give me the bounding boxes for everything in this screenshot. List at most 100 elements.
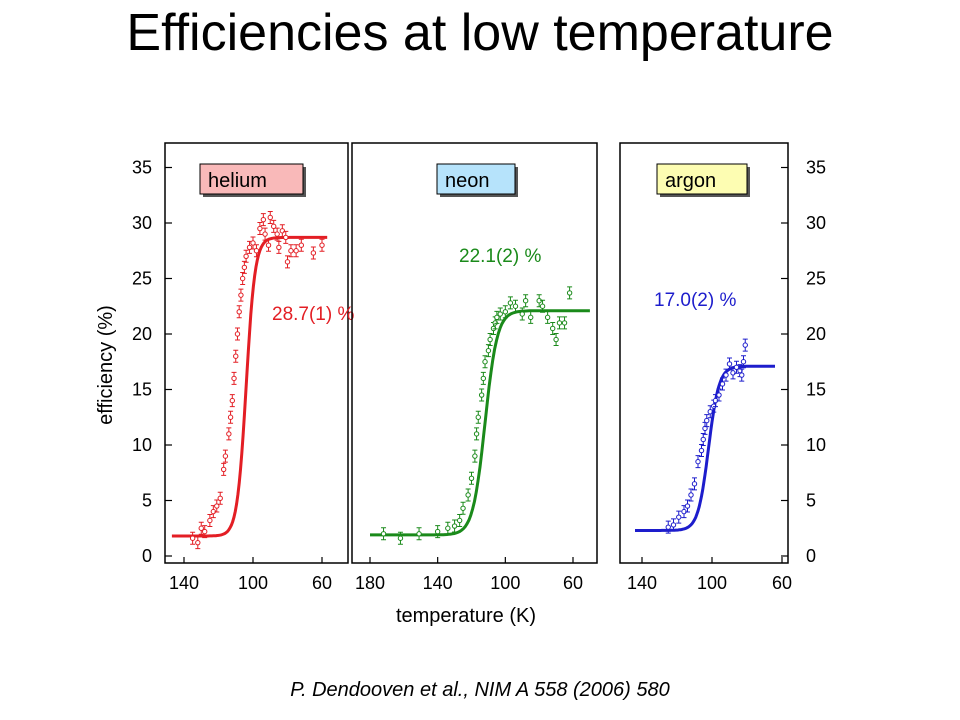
data-point-neon-0 bbox=[380, 531, 387, 537]
data-point-argon-5 bbox=[688, 492, 694, 498]
x-tick-label-neon-180: 180 bbox=[355, 573, 385, 593]
data-point-helium-28 bbox=[267, 214, 273, 221]
data-point-helium-3 bbox=[202, 528, 208, 535]
data-point-helium-10 bbox=[226, 431, 232, 437]
data-point-argon-20 bbox=[733, 364, 740, 370]
data-point-helium-30 bbox=[274, 231, 280, 237]
y-tick-label-left-20: 20 bbox=[132, 324, 152, 344]
data-point-argon-6 bbox=[691, 481, 698, 487]
data-point-helium-18 bbox=[239, 275, 246, 282]
data-point-argon-17 bbox=[723, 372, 729, 378]
data-point-argon-2 bbox=[676, 514, 682, 520]
y-tick-label-left-15: 15 bbox=[132, 380, 152, 400]
data-point-helium-27 bbox=[265, 242, 272, 248]
panel-frame-helium bbox=[164, 142, 349, 564]
legend-box-argon bbox=[656, 163, 748, 195]
legend-box-neon bbox=[436, 163, 516, 195]
data-point-argon-18 bbox=[726, 361, 733, 367]
data-point-neon-27 bbox=[528, 314, 534, 321]
legend-label-helium: helium bbox=[208, 170, 267, 192]
data-point-helium-23 bbox=[253, 248, 260, 254]
data-point-helium-16 bbox=[236, 309, 242, 315]
fit-curve-argon bbox=[635, 364, 775, 532]
data-point-helium-12 bbox=[229, 397, 236, 404]
y-tick-label-left-25: 25 bbox=[132, 269, 152, 289]
data-point-neon-13 bbox=[478, 392, 485, 398]
y-tick-label-right-15: 15 bbox=[806, 380, 826, 400]
data-point-neon-4 bbox=[445, 525, 451, 531]
x-tick-label-argon-100: 100 bbox=[697, 573, 727, 593]
legend-box-helium bbox=[199, 163, 304, 195]
data-point-helium-31 bbox=[276, 244, 282, 251]
data-point-helium-14 bbox=[233, 353, 239, 359]
x-axis-title: temperature (K) bbox=[396, 605, 536, 627]
data-point-argon-8 bbox=[698, 447, 705, 454]
x-tick-label-helium-140: 140 bbox=[169, 573, 199, 593]
annotation-helium: 28.7(1) % bbox=[272, 304, 354, 325]
data-point-helium-33 bbox=[283, 234, 289, 241]
data-point-helium-35 bbox=[288, 248, 294, 254]
data-point-neon-17 bbox=[487, 336, 493, 343]
legend-label-argon: argon bbox=[665, 170, 716, 192]
annotation-neon: 22.1(2) % bbox=[459, 246, 541, 267]
data-point-helium-13 bbox=[231, 375, 237, 382]
data-point-neon-7 bbox=[460, 505, 466, 511]
data-point-neon-6 bbox=[456, 517, 463, 524]
data-point-helium-36 bbox=[293, 248, 299, 254]
data-point-neon-24 bbox=[512, 303, 519, 309]
annotation-argon: 17.0(2) % bbox=[654, 290, 736, 311]
data-point-neon-32 bbox=[553, 336, 559, 343]
data-point-helium-0 bbox=[189, 535, 196, 541]
legend-label-neon: neon bbox=[445, 170, 490, 192]
data-point-neon-26 bbox=[522, 298, 529, 304]
data-point-helium-11 bbox=[227, 414, 234, 420]
data-point-argon-7 bbox=[695, 458, 701, 465]
data-point-neon-12 bbox=[475, 414, 481, 420]
x-tick-label-argon-60: 60 bbox=[772, 573, 792, 593]
data-point-neon-5 bbox=[451, 523, 458, 529]
data-point-neon-33 bbox=[556, 320, 563, 326]
data-point-neon-10 bbox=[472, 453, 478, 459]
x-tick-label-neon-100: 100 bbox=[490, 573, 520, 593]
data-point-neon-16 bbox=[485, 347, 492, 354]
data-point-helium-17 bbox=[238, 292, 244, 298]
data-point-helium-24 bbox=[257, 225, 263, 232]
slide-title: Efficiencies at low temperature bbox=[126, 4, 834, 62]
y-axis-title: efficiency (%) bbox=[95, 305, 117, 425]
data-point-neon-14 bbox=[480, 375, 487, 382]
data-point-neon-30 bbox=[544, 314, 551, 321]
panel-frame-neon bbox=[351, 142, 598, 564]
y-tick-label-right-5: 5 bbox=[806, 491, 816, 511]
y-tick-label-left-30: 30 bbox=[132, 213, 152, 233]
data-point-neon-21 bbox=[497, 311, 503, 317]
y-tick-label-right-25: 25 bbox=[806, 269, 826, 289]
data-point-helium-9 bbox=[222, 453, 229, 459]
data-point-neon-2 bbox=[416, 531, 422, 537]
data-point-helium-20 bbox=[243, 253, 249, 259]
data-point-neon-20 bbox=[494, 314, 500, 321]
y-tick-label-right-35: 35 bbox=[806, 158, 826, 178]
data-point-helium-2 bbox=[198, 525, 204, 531]
data-point-argon-11 bbox=[704, 417, 710, 424]
x-tick-label-argon-140: 140 bbox=[627, 573, 657, 593]
data-point-neon-9 bbox=[468, 475, 475, 481]
data-point-helium-19 bbox=[241, 264, 248, 271]
data-point-neon-3 bbox=[434, 528, 441, 535]
data-point-neon-31 bbox=[550, 325, 556, 332]
data-point-neon-22 bbox=[502, 309, 509, 315]
data-point-helium-1 bbox=[195, 539, 201, 546]
data-point-argon-24 bbox=[742, 342, 748, 348]
data-point-helium-26 bbox=[262, 231, 268, 237]
data-point-helium-22 bbox=[250, 240, 256, 246]
fit-curve-neon bbox=[370, 309, 590, 537]
data-point-helium-39 bbox=[319, 242, 325, 248]
data-point-helium-37 bbox=[298, 242, 304, 248]
x-tick-label-neon-140: 140 bbox=[423, 573, 453, 593]
y-tick-label-left-35: 35 bbox=[132, 158, 152, 178]
citation: P. Dendooven et al., NIM A 558 (2006) 58… bbox=[290, 679, 670, 701]
y-tick-label-right-0: 0 bbox=[806, 546, 816, 566]
data-point-helium-34 bbox=[284, 259, 291, 265]
y-tick-label-right-10: 10 bbox=[806, 435, 826, 455]
x-tick-label-helium-60: 60 bbox=[312, 573, 332, 593]
